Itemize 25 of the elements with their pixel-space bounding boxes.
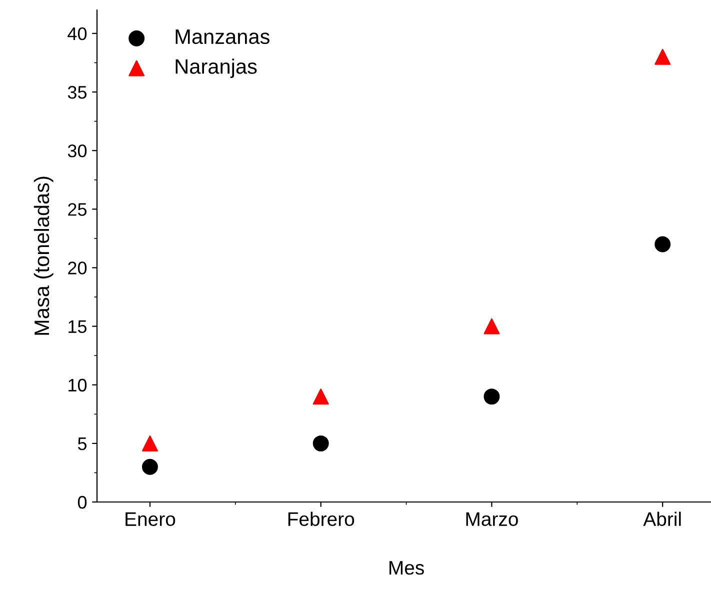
- y-tick-label: 25: [68, 203, 87, 216]
- point: [654, 48, 671, 65]
- point: [312, 435, 329, 452]
- y-tick-label: 20: [68, 262, 87, 274]
- y-axis-title: Masa (toneladas): [34, 176, 54, 335]
- legend-label: Manzanas: [176, 30, 270, 44]
- point: [142, 458, 158, 475]
- y-tick-label: 15: [68, 320, 87, 334]
- x-tick-label: Abril: [643, 512, 681, 526]
- y-tick-label: 35: [68, 86, 87, 99]
- x-tick-label: Febrero: [288, 512, 354, 526]
- point: [484, 318, 500, 334]
- point: [142, 435, 158, 452]
- point: [484, 388, 500, 405]
- y-tick-label: 0: [78, 496, 87, 509]
- point: [654, 236, 671, 252]
- x-tick-label: Marzo: [466, 512, 518, 526]
- y-tick-label: 30: [68, 144, 87, 158]
- y-tick-label: 40: [68, 27, 87, 40]
- y-tick-label: 5: [78, 438, 87, 450]
- y-tick-label: 10: [68, 378, 87, 392]
- point: [312, 388, 329, 405]
- x-axis-title: Mes: [390, 561, 424, 575]
- legend-label: Naranjas: [176, 58, 257, 78]
- x-tick-label: Enero: [126, 512, 176, 526]
